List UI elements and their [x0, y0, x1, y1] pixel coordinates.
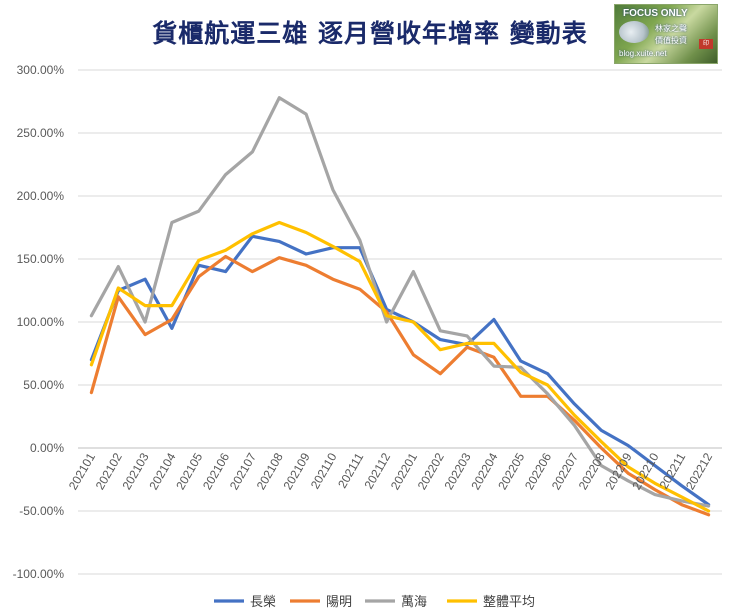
y-tick-label: -100.00%: [13, 567, 65, 581]
logo-text-4: blog.xuite.net: [619, 49, 667, 58]
legend-label: 萬海: [401, 594, 427, 609]
logo-text-1: FOCUS ONLY: [623, 8, 688, 19]
y-tick-label: 300.00%: [17, 63, 65, 77]
fish-icon: [619, 21, 649, 43]
x-tick-label: 202110: [308, 450, 340, 491]
seal-stamp: 印: [699, 39, 713, 49]
y-tick-label: 250.00%: [17, 126, 65, 140]
series-line-3: [89, 220, 711, 513]
series-line-1: [89, 254, 711, 517]
series-line-2: [89, 96, 711, 508]
y-tick-label: 100.00%: [17, 315, 65, 329]
brand-logo: FOCUS ONLY 林家之聲 價值投資 blog.xuite.net 印: [614, 4, 718, 64]
y-tick-label: -50.00%: [19, 504, 64, 518]
legend-label: 整體平均: [483, 594, 535, 609]
series-line-0: [89, 234, 711, 507]
logo-text-3: 價值投資: [655, 36, 687, 45]
x-tick-label: 202212: [683, 450, 715, 492]
legend-label: 陽明: [326, 594, 352, 609]
y-tick-label: 150.00%: [17, 252, 65, 266]
legend-label: 長榮: [250, 594, 276, 609]
chart-title: 貨櫃航運三雄 逐月營收年增率 變動表: [152, 19, 588, 48]
logo-text-2: 林家之聲: [655, 24, 687, 33]
x-tick-label: 202109: [281, 450, 313, 492]
y-tick-label: 200.00%: [17, 189, 65, 203]
y-tick-label: 0.00%: [30, 441, 64, 455]
y-tick-label: 50.00%: [23, 378, 64, 392]
